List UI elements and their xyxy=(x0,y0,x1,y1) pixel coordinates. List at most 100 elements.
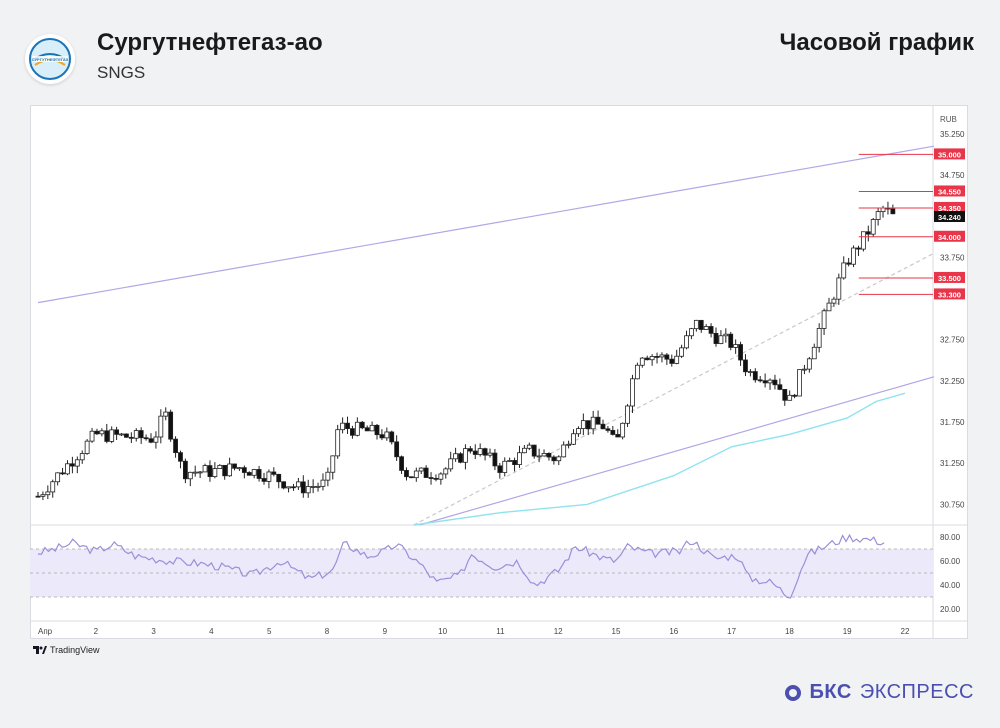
brand-light: ЭКСПРЕСС xyxy=(859,681,974,703)
candle-body xyxy=(69,463,75,467)
rsi-tick-label: 80.00 xyxy=(940,533,961,542)
candle-body xyxy=(310,486,316,488)
rsi-tick-label: 40.00 xyxy=(940,581,961,590)
candle-body xyxy=(281,481,287,489)
candle-body xyxy=(458,453,463,463)
candle-body xyxy=(399,456,404,471)
candle-body xyxy=(826,302,832,312)
candle-body xyxy=(752,371,758,381)
candle-body xyxy=(502,460,508,473)
price-level-label: 34.000 xyxy=(938,233,961,242)
candle-body xyxy=(757,379,763,382)
candle-body xyxy=(816,328,822,348)
x-tick-label: 3 xyxy=(151,627,156,636)
price-level-label: 33.500 xyxy=(938,274,961,283)
candle-body xyxy=(364,427,370,432)
candle-body xyxy=(418,467,424,472)
candle-body xyxy=(664,354,670,360)
candle-body xyxy=(207,465,213,477)
candle-body xyxy=(723,333,729,337)
currency-label: RUB xyxy=(940,115,957,124)
candle-body xyxy=(738,344,743,361)
chart-panel: RUB 35.250 34.750 33.750 32.750 32.250 31.750 3… xyxy=(30,105,968,639)
candle-body xyxy=(556,456,562,462)
candle-body xyxy=(286,486,291,489)
price-level-label: 34.350 xyxy=(938,204,961,213)
candle-body xyxy=(846,262,852,265)
candle-body xyxy=(89,430,95,442)
candle-body xyxy=(197,471,203,474)
candle-body xyxy=(797,369,802,397)
candle-body xyxy=(792,394,798,397)
x-tick-label: 2 xyxy=(94,627,99,636)
y-tick-label: 34.750 xyxy=(940,171,965,180)
price-level-tag xyxy=(934,148,965,160)
candle-body xyxy=(590,416,596,430)
candle-body xyxy=(507,460,513,462)
y-tick-label: 33.750 xyxy=(940,253,965,262)
price-level-tag xyxy=(934,288,965,300)
candle-body xyxy=(178,452,183,462)
candle-body xyxy=(541,452,547,457)
candle-body xyxy=(625,405,630,424)
candle-body xyxy=(610,430,616,435)
candle-body xyxy=(394,441,400,458)
candle-body xyxy=(536,455,542,458)
candle-body xyxy=(305,486,311,494)
candle-body xyxy=(477,448,483,455)
candle-body xyxy=(890,208,896,215)
price-level-tag xyxy=(934,271,965,283)
candle-body xyxy=(472,450,478,455)
candle-body xyxy=(45,491,51,496)
candle-body xyxy=(698,319,704,330)
candle-body xyxy=(35,495,41,498)
candle-body xyxy=(448,458,454,470)
candle-body xyxy=(836,277,842,300)
brand-bold: БКС xyxy=(809,681,852,703)
candle-body xyxy=(546,452,552,458)
candle-body xyxy=(99,430,105,435)
candle-body xyxy=(679,347,685,357)
candle-body xyxy=(350,428,355,436)
candle-body xyxy=(634,364,640,380)
y-tick-label: 31.250 xyxy=(940,459,965,468)
tradingview-logo: TradingView xyxy=(33,645,100,655)
x-tick-label: 11 xyxy=(496,627,505,636)
candle-body xyxy=(482,448,488,456)
candle-body xyxy=(187,471,193,480)
channel-upper-line xyxy=(37,145,935,304)
candle-body xyxy=(84,440,90,454)
rsi-tick-label: 60.00 xyxy=(940,557,961,566)
candle-body xyxy=(227,463,233,477)
candle-body xyxy=(119,433,124,436)
channel-lower-line xyxy=(419,376,935,526)
candle-body xyxy=(291,486,296,489)
x-tick-label: 18 xyxy=(785,627,794,636)
candle-body xyxy=(865,231,871,235)
candle-body xyxy=(241,467,247,473)
x-tick-label: 22 xyxy=(901,627,910,636)
candle-body xyxy=(492,452,498,467)
candle-body xyxy=(531,444,537,457)
candle-body xyxy=(320,479,326,487)
candle-body xyxy=(65,463,70,475)
last-price-tag xyxy=(934,211,965,222)
tradingview-icon xyxy=(33,646,47,654)
candle-body xyxy=(802,368,807,371)
rsi-line xyxy=(37,533,885,599)
candle-body xyxy=(787,394,793,401)
candle-body xyxy=(644,357,650,361)
x-tick-label: 16 xyxy=(669,627,678,636)
x-tick-label: 8 xyxy=(325,627,330,636)
candle-body xyxy=(173,438,178,454)
candle-body xyxy=(256,469,262,479)
candle-body xyxy=(669,358,675,364)
candle-body xyxy=(512,460,517,465)
candle-body xyxy=(104,430,110,442)
price-level-label: 35.000 xyxy=(938,150,961,159)
candle-body xyxy=(561,444,567,458)
candle-body xyxy=(128,436,134,439)
candle-body xyxy=(413,470,419,479)
candle-body xyxy=(163,411,169,417)
channel-middle-line xyxy=(413,252,935,526)
